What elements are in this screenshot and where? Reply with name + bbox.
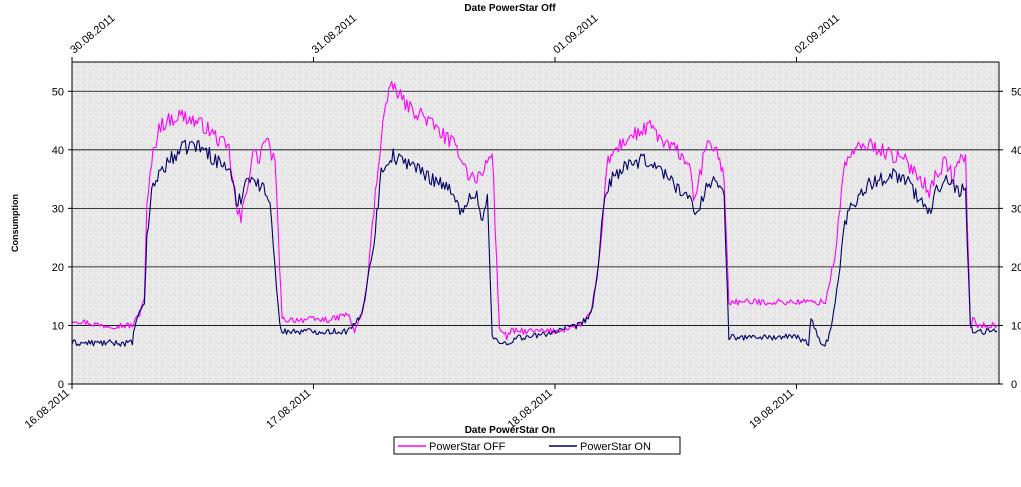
y-tick-label-left-20: 20 [52, 262, 64, 274]
y-tick-label-right-20: 20 [1011, 262, 1021, 274]
legend-label-off: PowerStar OFF [429, 441, 506, 453]
bottom-axis-label: Date PowerStar On [465, 425, 556, 436]
y-tick-label-right-30: 30 [1011, 203, 1021, 215]
grid [72, 90, 999, 326]
x-tick-label-bottom-3: 19.08.2011 [747, 387, 796, 431]
y-tick-label-left-50: 50 [52, 86, 64, 98]
legend-box [393, 436, 681, 455]
x-tick-label-top-3: 02.09.2011 [793, 12, 842, 56]
y-tick-label-left-30: 30 [52, 203, 64, 215]
legend: PowerStar OFF PowerStar ON [393, 436, 681, 455]
y-tick-label-right-40: 40 [1011, 145, 1021, 157]
x-tick-label-top-1: 31.08.2011 [310, 12, 359, 56]
series-line-powerstar-off [71, 80, 998, 341]
series-group [71, 80, 998, 347]
x-tick-label-top-0: 30.08.2011 [68, 12, 117, 56]
y-tick-label-left-40: 40 [52, 145, 64, 157]
top-axis-label: Date PowerStar Off [464, 3, 556, 14]
y-tick-label-right-0: 0 [1011, 379, 1017, 391]
y-tick-label-right-10: 10 [1011, 320, 1021, 332]
y-tick-label-left-0: 0 [58, 379, 64, 391]
series-line-powerstar-on [71, 139, 998, 347]
legend-label-on: PowerStar ON [580, 441, 651, 453]
x-tick-label-bottom-0: 16.08.2011 [23, 387, 72, 431]
y-tick-label-left-10: 10 [52, 320, 64, 332]
x-tick-label-top-2: 01.09.2011 [551, 12, 600, 56]
plot-area [71, 61, 1000, 385]
y-tick-label-right-50: 50 [1011, 86, 1021, 98]
y-axis-label: Consumption [10, 194, 20, 252]
x-tick-label-bottom-1: 17.08.2011 [264, 387, 313, 431]
